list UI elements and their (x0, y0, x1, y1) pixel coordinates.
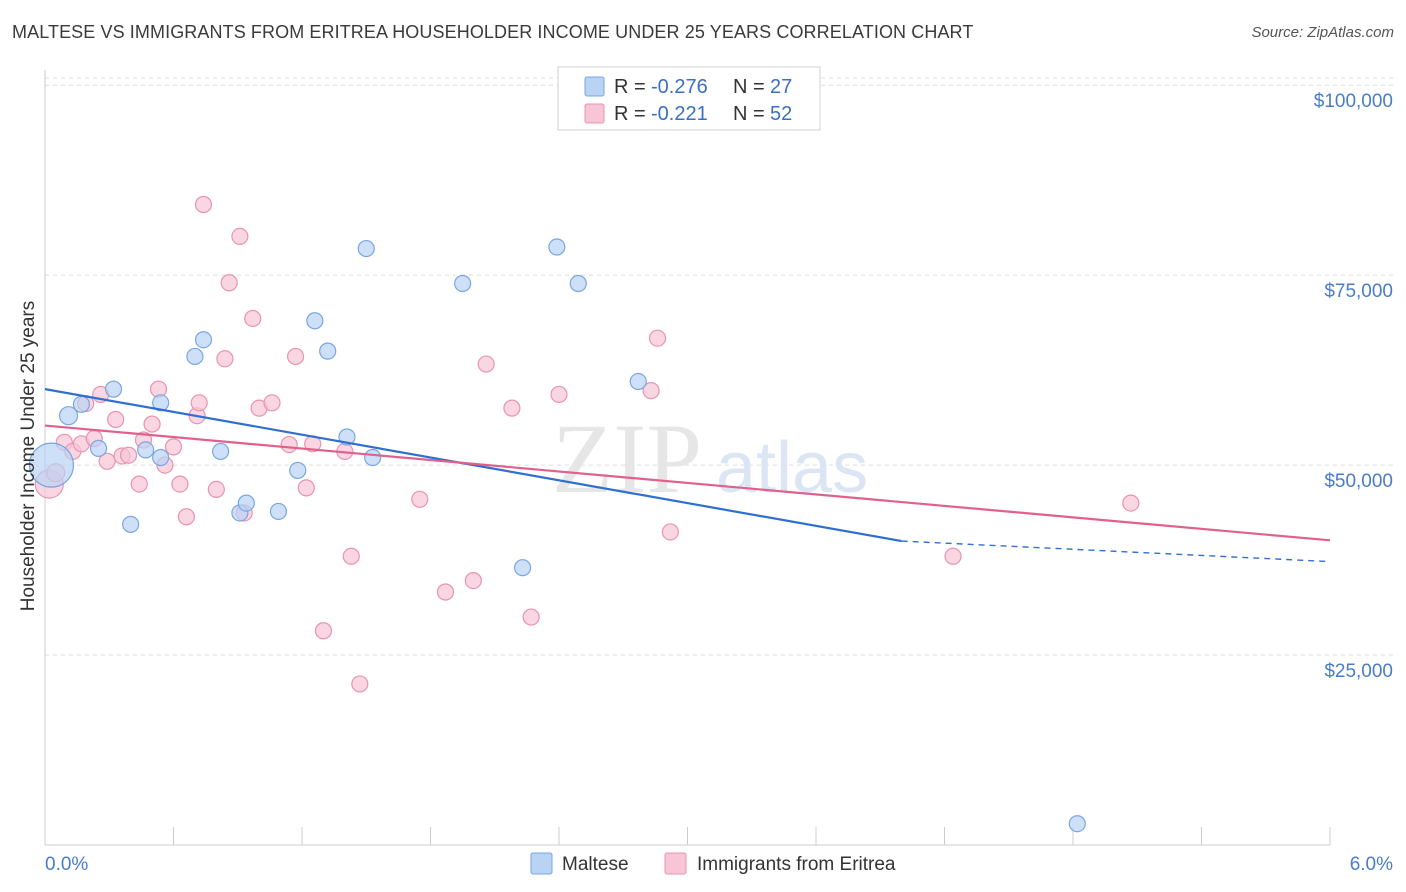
maltese-point-26 (1068, 815, 1086, 833)
maltese-point-0 (28, 442, 75, 488)
maltese-trend-extension (901, 540, 1331, 563)
x-tick-label-1: 6.0% (1350, 854, 1393, 875)
maltese-point-22 (513, 559, 532, 577)
eritrea-point-24 (216, 350, 234, 368)
eritrea-point-33 (297, 479, 315, 497)
maltese-point-8 (152, 448, 170, 467)
legend-swatch-maltese (584, 76, 605, 97)
eritrea-point-14 (143, 415, 161, 433)
eritrea-point-8 (98, 452, 116, 470)
eritrea-point-12 (130, 475, 148, 493)
series-legend: Maltese Immigrants from Eritrea (530, 852, 896, 875)
maltese-point-11 (212, 442, 230, 461)
legend-r-value-1: -0.276 (651, 76, 708, 98)
y-tick-labels: $25,000 $50,000 $75,000 $100,000 (1314, 91, 1393, 682)
eritrea-point-38 (351, 675, 369, 693)
y-tick-label-2: $75,000 (1324, 281, 1393, 302)
bottom-legend-swatch-maltese (530, 852, 553, 875)
legend-swatch-eritrea (584, 103, 605, 124)
maltese-point-15 (289, 461, 307, 480)
maltese-point-4 (104, 380, 123, 398)
legend-n-label-2: N = (733, 103, 765, 125)
x-tick-label-0: 0.0% (45, 854, 88, 875)
eritrea-point-50 (1122, 494, 1140, 512)
eritrea-point-37 (342, 547, 360, 565)
y-tick-label-0: $25,000 (1324, 661, 1393, 682)
maltese-trend-line (44, 388, 902, 543)
maltese-point-6 (137, 441, 155, 459)
eritrea-point-41 (464, 571, 482, 590)
eritrea-point-35 (314, 622, 333, 640)
eritrea-point-46 (642, 382, 660, 400)
eritrea-point-18 (171, 475, 189, 493)
legend-n-value-2: 52 (770, 103, 792, 125)
bottom-legend-label-maltese: Maltese (562, 854, 629, 875)
eritrea-point-31 (280, 435, 298, 454)
maltese-point-19 (357, 239, 375, 258)
eritrea-point-25 (220, 274, 238, 292)
x-tick-labels: 0.0% 6.0% (45, 854, 1393, 875)
y-axis-title: Householder Income Under 25 years (18, 301, 39, 612)
maltese-point-14 (269, 502, 288, 521)
watermark: ZIP atlas (552, 403, 868, 514)
eritrea-point-48 (661, 523, 679, 541)
maltese-point-17 (319, 342, 337, 360)
maltese-point-13 (237, 494, 255, 512)
legend-n-value-1: 27 (770, 76, 792, 98)
maltese-point-3 (89, 439, 108, 457)
eritrea-point-40 (436, 583, 455, 601)
eritrea-point-42 (477, 355, 495, 373)
maltese-points (28, 238, 1086, 833)
maltese-point-24 (569, 274, 587, 293)
correlation-legend: R = -0.276 N = 27 R = -0.221 N = 52 (557, 66, 821, 131)
maltese-point-21 (454, 274, 472, 293)
eritrea-point-47 (648, 329, 667, 347)
eritrea-point-17 (164, 438, 183, 456)
bottom-legend-label-eritrea: Immigrants from Eritrea (697, 854, 896, 875)
chart-title: MALTESE VS IMMIGRANTS FROM ERITREA HOUSE… (12, 22, 974, 42)
eritrea-point-26 (231, 227, 249, 245)
eritrea-point-21 (190, 394, 208, 412)
maltese-point-7 (152, 394, 170, 412)
eritrea-point-28 (244, 309, 262, 328)
y-tick-label-1: $50,000 (1324, 471, 1393, 492)
eritrea-point-44 (522, 608, 540, 626)
grid-lines (45, 77, 1393, 656)
eritrea-point-43 (503, 399, 521, 417)
eritrea-point-45 (550, 385, 568, 404)
legend-r-value-2: -0.221 (651, 103, 708, 125)
maltese-point-20 (364, 448, 382, 467)
maltese-point-9 (186, 347, 204, 366)
maltese-point-1 (58, 406, 79, 426)
maltese-point-2 (72, 395, 91, 413)
legend-r-label-1: R = (614, 76, 646, 98)
trend-lines (44, 388, 1331, 563)
maltese-point-5 (122, 515, 140, 533)
maltese-point-25 (629, 372, 647, 391)
eritrea-point-9 (107, 410, 125, 429)
legend-r-label-2: R = (614, 103, 646, 125)
eritrea-trend-line (44, 424, 1331, 542)
chart-source: Source: ZipAtlas.com (1251, 24, 1394, 41)
maltese-point-23 (548, 238, 566, 256)
maltese-point-10 (194, 331, 213, 349)
eritrea-point-32 (286, 347, 305, 366)
eritrea-point-23 (207, 480, 225, 499)
maltese-point-16 (306, 312, 324, 330)
eritrea-point-30 (263, 394, 281, 412)
legend-n-label-1: N = (733, 76, 765, 98)
eritrea-point-39 (411, 490, 429, 508)
bottom-legend-swatch-eritrea (664, 852, 687, 875)
eritrea-point-11 (119, 446, 138, 464)
eritrea-point-19 (177, 508, 195, 526)
watermark-atlas: atlas (716, 428, 868, 508)
y-tick-label-3: $100,000 (1314, 91, 1393, 112)
eritrea-point-49 (944, 547, 962, 565)
eritrea-point-22 (194, 195, 213, 214)
watermark-zip: ZIP (552, 403, 702, 514)
